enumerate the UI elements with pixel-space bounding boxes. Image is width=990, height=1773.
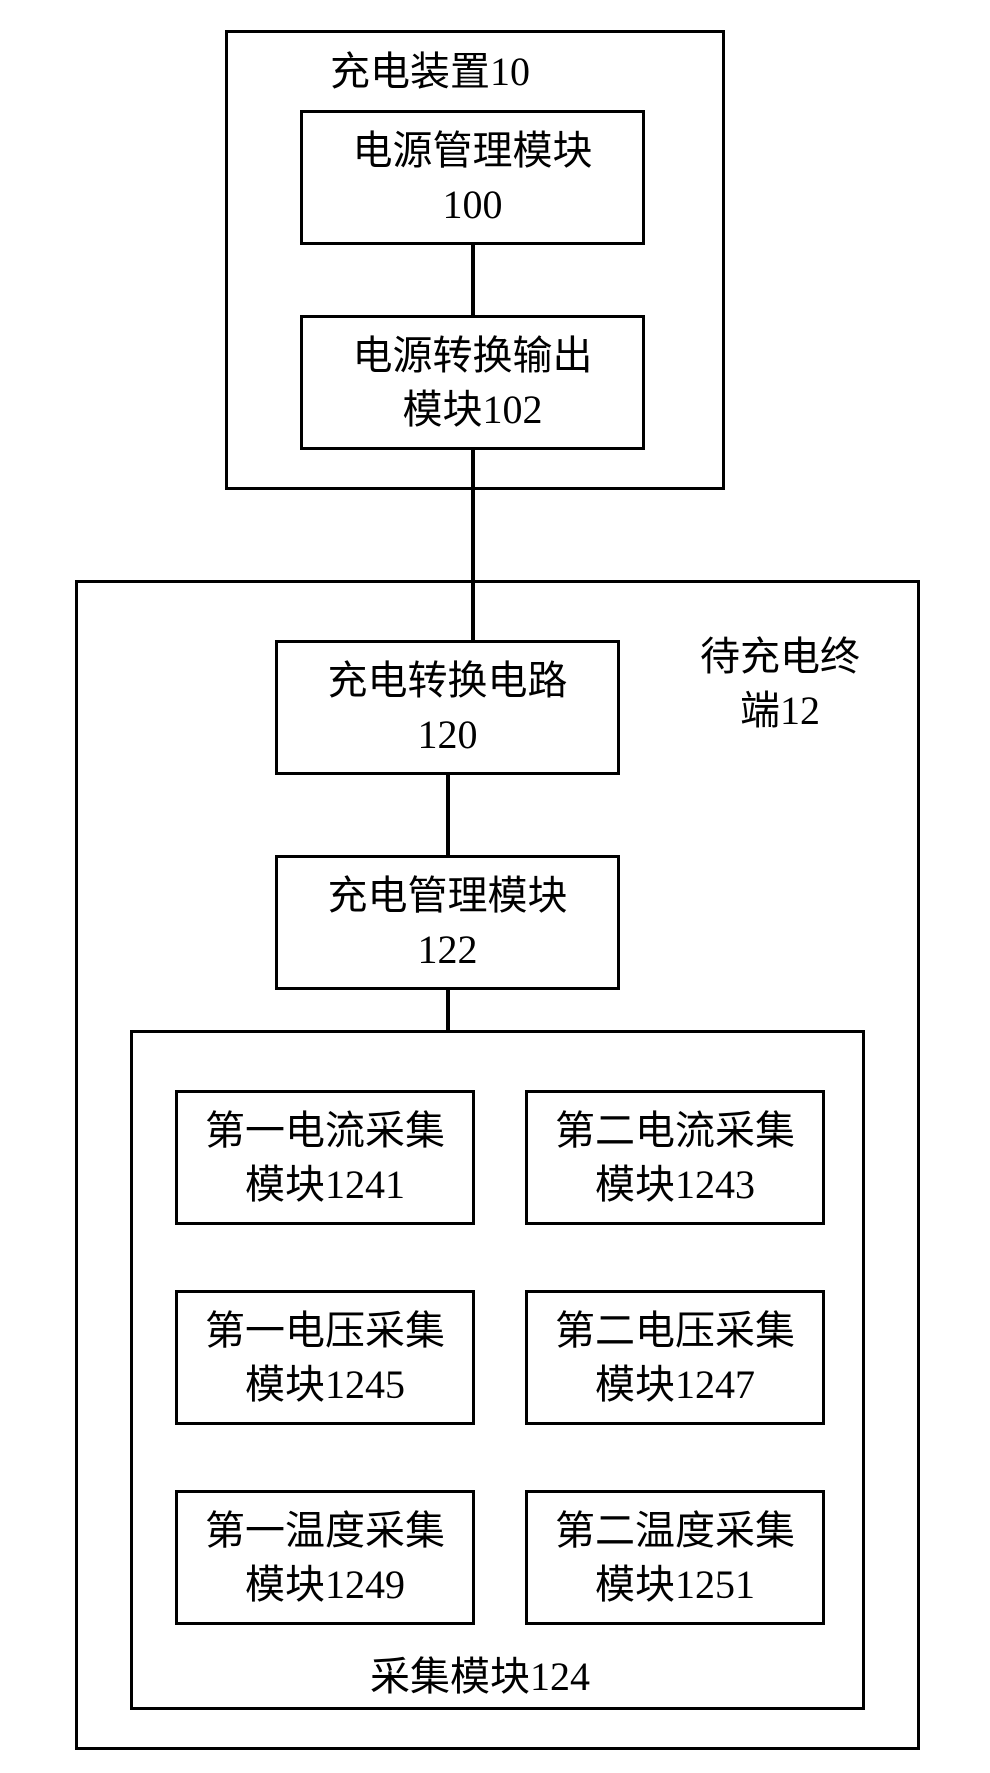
diagram-canvas: 充电装置10 电源管理模块100 电源转换输出模块102 待充电终端12 充电转… — [0, 0, 990, 1773]
terminal-title: 待充电终端12 — [700, 630, 860, 738]
voltage2-label: 第二电压采集模块1247 — [555, 1304, 795, 1412]
connector — [446, 990, 450, 1030]
voltage1-box: 第一电压采集模块1245 — [175, 1290, 475, 1425]
current2-box: 第二电流采集模块1243 — [525, 1090, 825, 1225]
connector — [471, 245, 475, 315]
power-conv-box: 电源转换输出模块102 — [300, 315, 645, 450]
current1-label: 第一电流采集模块1241 — [205, 1104, 445, 1212]
current2-label: 第二电流采集模块1243 — [555, 1104, 795, 1212]
charge-conv-label: 充电转换电路120 — [318, 654, 578, 762]
voltage1-label: 第一电压采集模块1245 — [205, 1304, 445, 1412]
voltage2-box: 第二电压采集模块1247 — [525, 1290, 825, 1425]
power-mgmt-label: 电源管理模块100 — [343, 124, 603, 232]
temp2-label: 第二温度采集模块1251 — [555, 1504, 795, 1612]
charge-mgmt-label: 充电管理模块122 — [318, 869, 578, 977]
power-mgmt-box: 电源管理模块100 — [300, 110, 645, 245]
current1-box: 第一电流采集模块1241 — [175, 1090, 475, 1225]
charge-conv-box: 充电转换电路120 — [275, 640, 620, 775]
temp1-label: 第一温度采集模块1249 — [205, 1504, 445, 1612]
temp1-box: 第一温度采集模块1249 — [175, 1490, 475, 1625]
charge-mgmt-box: 充电管理模块122 — [275, 855, 620, 990]
charging-device-title: 充电装置10 — [330, 45, 530, 99]
connector — [446, 775, 450, 855]
temp2-box: 第二温度采集模块1251 — [525, 1490, 825, 1625]
power-conv-label: 电源转换输出模块102 — [343, 329, 603, 437]
collection-title: 采集模块124 — [370, 1650, 590, 1704]
